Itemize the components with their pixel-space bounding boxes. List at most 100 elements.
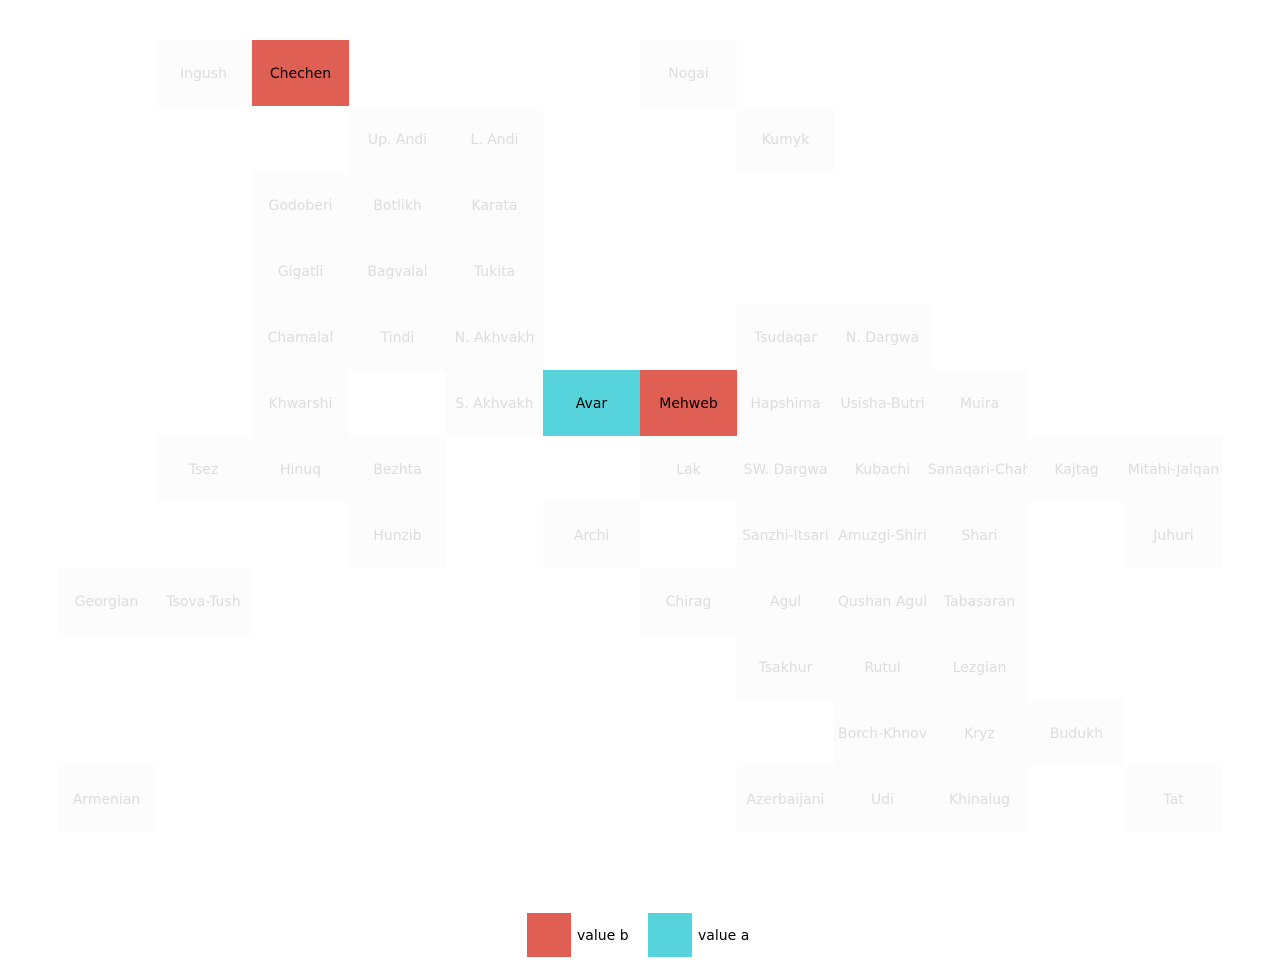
- cell-label: Borch-Khnov: [838, 726, 927, 742]
- cell-shari: Shari: [931, 502, 1028, 568]
- cell-label: Sanzhi-Itsari: [742, 528, 829, 544]
- legend-label: value a: [698, 928, 749, 944]
- cell-label: Hapshima: [750, 396, 820, 412]
- cell-n-akhvakh: N. Akhvakh: [446, 304, 543, 370]
- cell-rect: [931, 436, 1028, 502]
- cell-rect: [446, 238, 543, 304]
- cell-label: Azerbaijani: [747, 792, 825, 808]
- cell-label: Bagvalal: [367, 264, 427, 280]
- cell-mehweb: Mehweb: [640, 370, 737, 436]
- cell-rect: [834, 700, 931, 766]
- cell-label: Karata: [472, 198, 518, 214]
- cell-rect: [252, 238, 349, 304]
- cell-label: Tabasaran: [943, 594, 1015, 610]
- cell-label: Up. Andi: [368, 132, 427, 148]
- cell-juhuri: Juhuri: [1125, 502, 1222, 568]
- cell-label: Udi: [871, 792, 894, 808]
- cell-muira: Muira: [931, 370, 1028, 436]
- cell-rect: [737, 370, 834, 436]
- cell-rect: [931, 700, 1028, 766]
- cell-chechen: Chechen: [252, 40, 349, 106]
- cell-s-akhvakh: S. Akhvakh: [446, 370, 543, 436]
- cell-gigatli: Gigatli: [252, 238, 349, 304]
- cell-tabasaran: Tabasaran: [931, 568, 1028, 634]
- cell-rect: [543, 502, 640, 568]
- cell-label: Botlikh: [373, 198, 421, 214]
- cell-label: Rutul: [864, 660, 900, 676]
- cell-tsez: Tsez: [155, 436, 252, 502]
- cell-kryz: Kryz: [931, 700, 1028, 766]
- cell-hinuq: Hinuq: [252, 436, 349, 502]
- cell-rect: [640, 40, 737, 106]
- cell-label: Georgian: [75, 594, 139, 610]
- cell-udi: Udi: [834, 766, 931, 832]
- grid-cells: Ingush Chechen Nogai Up. Andi L. Andi Kumyk Go…: [58, 40, 1222, 832]
- cell-hapshima: Hapshima: [737, 370, 834, 436]
- cell-label: S. Akhvakh: [455, 396, 533, 412]
- cell-label: Godoberi: [268, 198, 332, 214]
- cell-label: Chechen: [270, 66, 331, 82]
- cell-rect: [252, 370, 349, 436]
- cell-khinalug: Khinalug: [931, 766, 1028, 832]
- cell-rutul: Rutul: [834, 634, 931, 700]
- cell-rect: [155, 568, 252, 634]
- cell-label: N. Akhvakh: [455, 330, 535, 346]
- cell-rect: [252, 436, 349, 502]
- cell-label: Armenian: [73, 792, 141, 808]
- cell-rect: [446, 106, 543, 172]
- cell-hunzib: Hunzib: [349, 502, 446, 568]
- cell-rect: [446, 304, 543, 370]
- cell-rect: [640, 436, 737, 502]
- legend-entry-value-b: value b: [527, 913, 629, 957]
- cell-label: Tsova-Tush: [165, 594, 240, 610]
- cell-rect: [252, 40, 349, 106]
- cell-rect: [1028, 436, 1125, 502]
- cell-label: Usisha-Butri: [840, 396, 924, 412]
- cell-archi: Archi: [543, 502, 640, 568]
- cell-sw-dargwa: SW. Dargwa: [737, 436, 834, 502]
- cell-rect: [931, 370, 1028, 436]
- cell-lak: Lak: [640, 436, 737, 502]
- cell-label: Gigatli: [278, 264, 323, 280]
- cell-rect: [349, 436, 446, 502]
- cell-label: Agul: [770, 594, 801, 610]
- cell-borch-khnov: Borch-Khnov: [834, 700, 931, 766]
- cell-ingush: Ingush: [155, 40, 252, 106]
- cell-tindi: Tindi: [349, 304, 446, 370]
- cell-rect: [349, 172, 446, 238]
- cell-label: Tsudaqar: [753, 330, 817, 346]
- cell-karata: Karata: [446, 172, 543, 238]
- cell-rect: [737, 106, 834, 172]
- cell-rect: [155, 436, 252, 502]
- cell-label: Juhuri: [1152, 528, 1193, 544]
- cell-rect: [737, 568, 834, 634]
- cell-chirag: Chirag: [640, 568, 737, 634]
- legend-swatch: [648, 913, 692, 957]
- cell-label: Hinuq: [280, 462, 321, 478]
- cell-kajtag: Kajtag: [1028, 436, 1125, 502]
- cell-rect: [931, 766, 1028, 832]
- cell-sanaqari-chah: Sanaqari-Chah: [928, 436, 1031, 502]
- cell-rect: [640, 370, 737, 436]
- cell-label: Tat: [1162, 792, 1184, 808]
- cell-rect: [543, 370, 640, 436]
- cell-rect: [58, 766, 155, 832]
- cell-rect: [737, 436, 834, 502]
- cell-rect: [1028, 700, 1125, 766]
- cell-label: Tukita: [473, 264, 515, 280]
- cell-tat: Tat: [1125, 766, 1222, 832]
- cell-rect: [737, 634, 834, 700]
- cell-label: Shari: [962, 528, 998, 544]
- cell-nogai: Nogai: [640, 40, 737, 106]
- cell-azerbaijani: Azerbaijani: [737, 766, 834, 832]
- cell-label: Ingush: [180, 66, 227, 82]
- cell-kubachi: Kubachi: [834, 436, 931, 502]
- cell-label: Kumyk: [762, 132, 810, 148]
- cell-rect: [446, 370, 543, 436]
- cell-tsudaqar: Tsudaqar: [737, 304, 834, 370]
- cell-label: Mehweb: [659, 396, 718, 412]
- cell-label: Khinalug: [949, 792, 1010, 808]
- cell-label: Tindi: [380, 330, 415, 346]
- cell-label: Tsez: [188, 462, 219, 478]
- cell-rect: [349, 106, 446, 172]
